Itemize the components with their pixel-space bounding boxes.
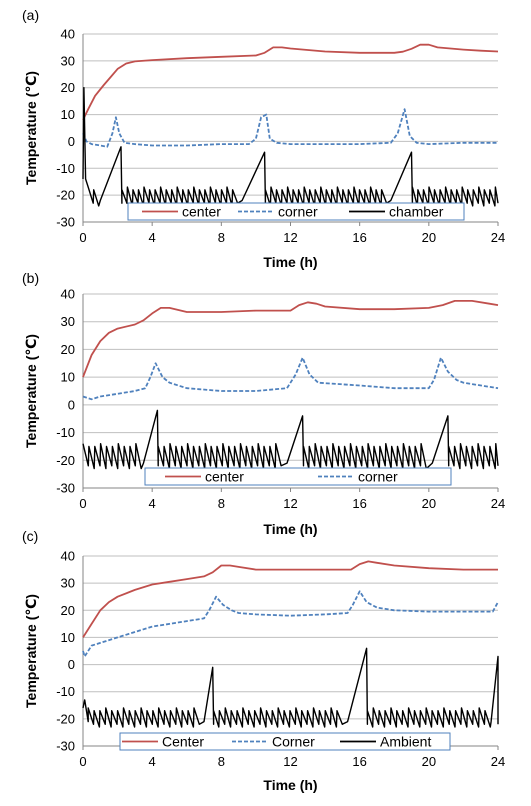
y-tick-label: -20 — [56, 453, 75, 468]
y-tick-label: -20 — [56, 188, 75, 203]
y-tick-label: 20 — [61, 80, 75, 95]
x-axis-label: Time (h) — [263, 254, 317, 270]
y-tick-label: 0 — [68, 134, 75, 149]
x-tick-label: 16 — [352, 496, 366, 511]
legend-label: Center — [162, 734, 204, 750]
legend-box — [127, 202, 465, 221]
x-tick-label: 20 — [422, 754, 436, 769]
series-line — [82, 300, 499, 378]
panel-label: (c) — [22, 528, 38, 544]
y-tick-label: 10 — [61, 107, 75, 122]
y-tick-label: -20 — [56, 711, 75, 726]
x-tick-label: 24 — [491, 496, 505, 511]
y-tick-label: 30 — [61, 53, 75, 68]
series-line — [82, 87, 499, 207]
x-axis-label: Time (h) — [263, 521, 317, 537]
legend-label: corner — [278, 204, 318, 220]
y-tick-label: 20 — [61, 342, 75, 357]
x-tick-label: 20 — [422, 496, 436, 511]
series-line — [82, 43, 499, 121]
legend-box — [144, 467, 452, 486]
y-tick-label: 10 — [61, 370, 75, 385]
x-tick-label: 24 — [491, 230, 505, 245]
y-axis-label: Temperature (℃) — [23, 334, 39, 448]
legend-label: Corner — [272, 734, 315, 750]
y-tick-label: 30 — [61, 314, 75, 329]
x-tick-label: 0 — [79, 230, 86, 245]
series-line — [82, 409, 499, 470]
y-tick-label: -30 — [56, 739, 75, 754]
y-axis-label: Temperature (℃) — [23, 594, 39, 708]
x-axis-label: Time (h) — [263, 777, 317, 793]
y-tick-label: -30 — [56, 481, 75, 496]
series-line — [82, 590, 499, 658]
x-tick-label: 8 — [218, 496, 225, 511]
y-tick-label: 40 — [61, 549, 75, 564]
x-tick-label: 4 — [149, 230, 156, 245]
y-tick-label: -10 — [56, 684, 75, 699]
panel-label: (a) — [22, 7, 39, 23]
legend-label: corner — [358, 469, 398, 485]
y-tick-label: -10 — [56, 161, 75, 176]
y-tick-label: 0 — [68, 397, 75, 412]
legend-box — [119, 732, 451, 751]
chart-panel: (a) -30 -20 -10 0 10 20 30 40 0 4 8 12 16 20 24 Time (h)… — [22, 7, 505, 270]
x-tick-label: 0 — [79, 754, 86, 769]
y-axis-label: Temperature (℃) — [23, 71, 39, 185]
x-tick-label: 12 — [283, 496, 297, 511]
x-tick-label: 20 — [422, 230, 436, 245]
x-tick-label: 0 — [79, 496, 86, 511]
y-tick-label: -10 — [56, 425, 75, 440]
series-line — [82, 356, 499, 401]
y-tick-label: 40 — [61, 287, 75, 302]
y-tick-label: -30 — [56, 215, 75, 230]
x-tick-label: 24 — [491, 754, 505, 769]
chart-panel: (b) -30 -20 -10 0 10 20 30 40 0 4 8 12 16 20 24 Time (h)… — [22, 270, 505, 537]
x-tick-label: 12 — [283, 754, 297, 769]
series-line — [82, 108, 498, 148]
x-tick-label: 4 — [149, 496, 156, 511]
y-tick-label: 20 — [61, 603, 75, 618]
x-tick-label: 8 — [218, 754, 225, 769]
y-tick-label: 30 — [61, 576, 75, 591]
y-tick-label: 10 — [61, 630, 75, 645]
legend-label: center — [205, 469, 244, 485]
x-tick-label: 16 — [352, 754, 366, 769]
x-tick-label: 16 — [352, 230, 366, 245]
x-tick-label: 8 — [218, 230, 225, 245]
series-line — [82, 560, 498, 638]
legend-label: Ambient — [380, 734, 431, 750]
series-line — [82, 647, 499, 728]
y-tick-label: 40 — [61, 27, 75, 42]
chart-panel: (c) -30 -20 -10 0 10 20 30 40 0 4 8 12 16 20 24 Time (h)… — [22, 528, 505, 793]
legend-label: chamber — [389, 204, 444, 220]
x-tick-label: 4 — [149, 754, 156, 769]
panel-label: (b) — [22, 270, 39, 286]
x-tick-label: 12 — [283, 230, 297, 245]
legend-label: center — [182, 204, 221, 220]
y-tick-label: 0 — [68, 657, 75, 672]
